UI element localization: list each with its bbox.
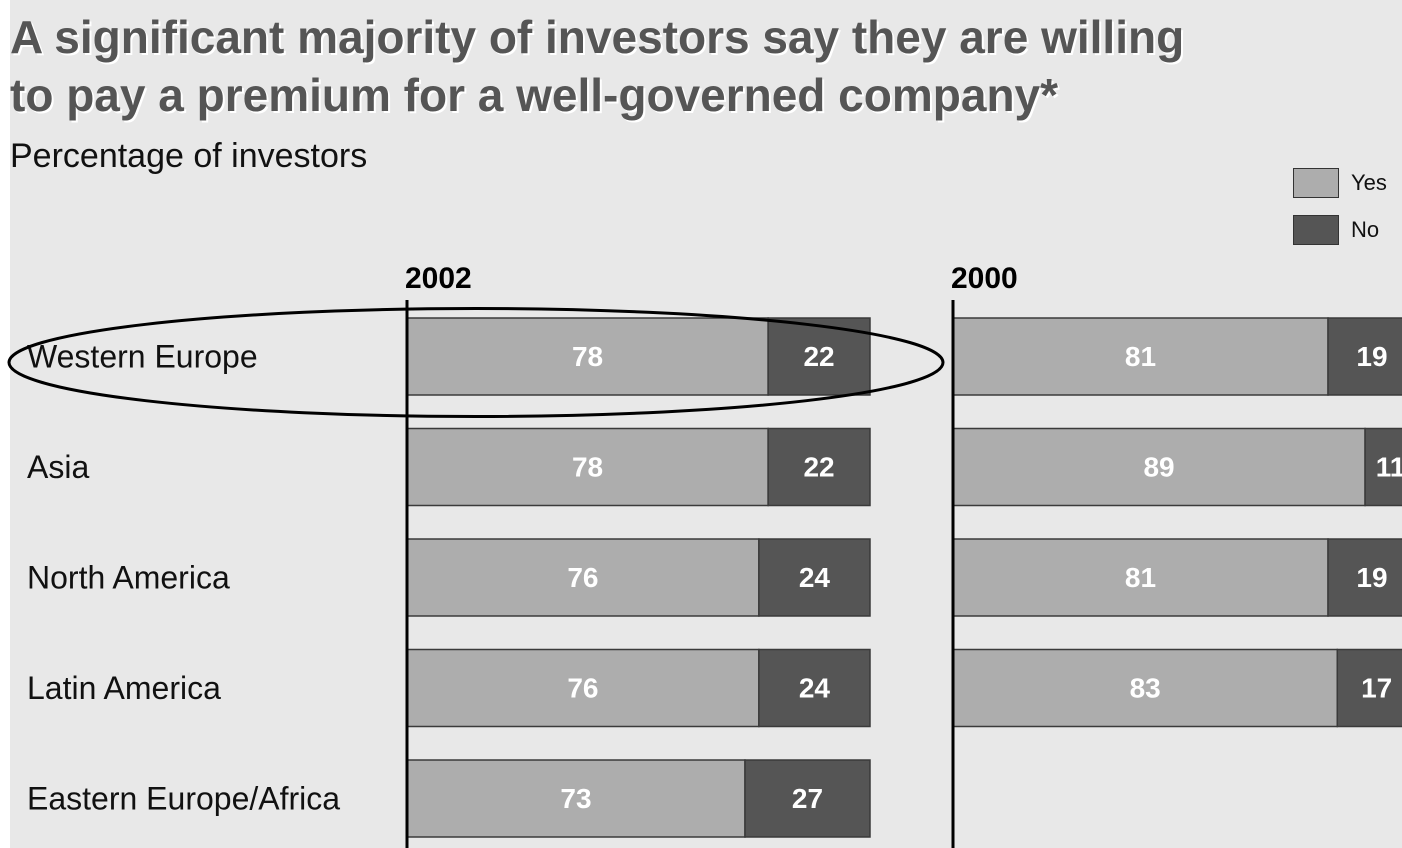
category-label-eastern-europe-africa: Eastern Europe/Africa — [27, 781, 340, 817]
legend-label-no: No — [1351, 217, 1380, 242]
bar-label-2002-eastern-europe-africa-no: 27 — [792, 783, 823, 814]
bar-2000-latin-america-no — [1336, 648, 1402, 728]
legend-item-no: No — [1293, 213, 1387, 247]
bar-label-2002-north-america-no: 24 — [799, 562, 831, 593]
chart-title: A significant majority of investors say … — [10, 8, 1402, 124]
bar-label-2000-western-europe-yes: 81 — [1125, 341, 1156, 372]
legend-item-yes: Yes — [1293, 166, 1387, 200]
bar-label-2002-latin-america-yes: 76 — [567, 673, 598, 704]
legend-swatch-yes — [1293, 168, 1339, 198]
bar-2002-asia-no — [767, 427, 871, 507]
bar-label-2002-asia-yes: 78 — [572, 452, 603, 483]
legend-label-yes: Yes — [1351, 170, 1387, 195]
bar-2002-latin-america-no — [758, 648, 871, 728]
bar-label-2000-latin-america-no: 17 — [1361, 673, 1392, 704]
title-line-1: A significant majority of investors say … — [10, 11, 1185, 63]
bar-label-2002-asia-no: 22 — [803, 452, 834, 483]
bar-2002-eastern-europe-africa-yes — [406, 759, 746, 838]
bar-2002-north-america-no — [758, 538, 871, 617]
title-line-2: to pay a premium for a well-governed com… — [10, 69, 1059, 121]
year-label-2000: 2000 — [951, 262, 1018, 295]
chart-legend: Yes No — [1293, 166, 1387, 260]
legend-swatch-no — [1293, 215, 1339, 245]
bar-label-2000-latin-america-yes: 83 — [1130, 673, 1161, 704]
bar-2000-north-america-yes — [952, 538, 1329, 617]
bar-label-2002-western-europe-yes: 78 — [572, 341, 603, 372]
highlight-ellipse — [7, 307, 945, 418]
bar-label-2000-asia-yes: 89 — [1143, 452, 1174, 483]
bar-label-2000-north-america-yes: 81 — [1125, 562, 1156, 593]
bar-2002-eastern-europe-africa-no — [744, 759, 871, 838]
category-label-asia: Asia — [27, 449, 89, 485]
bar-label-2002-eastern-europe-africa-yes: 73 — [560, 783, 591, 814]
bar-2002-western-europe-yes — [406, 317, 769, 396]
bar-label-2002-latin-america-no: 24 — [799, 673, 831, 704]
bar-2000-latin-america-yes — [952, 648, 1339, 728]
bar-2002-north-america-yes — [406, 538, 760, 617]
bar-label-2002-western-europe-no: 22 — [803, 341, 834, 372]
bar-label-2002-north-america-yes: 76 — [567, 562, 598, 593]
bar-2000-north-america-no — [1327, 538, 1402, 617]
bar-label-2000-western-europe-no: 19 — [1356, 341, 1387, 372]
bar-2000-western-europe-no — [1327, 317, 1402, 396]
year-label-2002: 2002 — [405, 262, 472, 295]
bar-2000-asia-yes — [952, 427, 1366, 507]
bar-2000-asia-no — [1364, 427, 1402, 507]
category-label-north-america: North America — [27, 560, 230, 596]
chart-subtitle: Percentage of investors — [10, 137, 368, 175]
category-label-western-europe: Western Europe — [27, 339, 258, 375]
bar-label-2000-asia-no: 11 — [1376, 452, 1402, 483]
bar-label-2000-north-america-no: 19 — [1356, 562, 1387, 593]
category-label-latin-america: Latin America — [27, 670, 221, 706]
